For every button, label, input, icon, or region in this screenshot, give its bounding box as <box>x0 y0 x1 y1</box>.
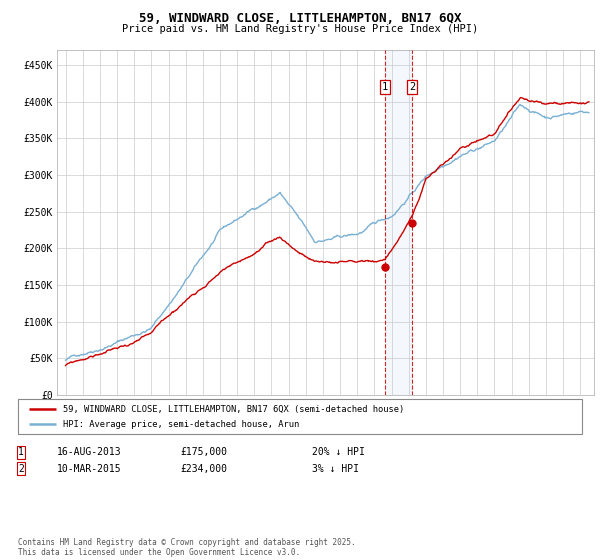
Text: 16-AUG-2013: 16-AUG-2013 <box>57 447 122 458</box>
Text: Price paid vs. HM Land Registry's House Price Index (HPI): Price paid vs. HM Land Registry's House … <box>122 24 478 34</box>
Text: 10-MAR-2015: 10-MAR-2015 <box>57 464 122 474</box>
Text: 59, WINDWARD CLOSE, LITTLEHAMPTON, BN17 6QX (semi-detached house): 59, WINDWARD CLOSE, LITTLEHAMPTON, BN17 … <box>63 404 404 413</box>
Text: 20% ↓ HPI: 20% ↓ HPI <box>312 447 365 458</box>
Text: Contains HM Land Registry data © Crown copyright and database right 2025.
This d: Contains HM Land Registry data © Crown c… <box>18 538 356 557</box>
Text: £234,000: £234,000 <box>180 464 227 474</box>
Text: 1: 1 <box>18 447 24 458</box>
Text: 3% ↓ HPI: 3% ↓ HPI <box>312 464 359 474</box>
Text: 59, WINDWARD CLOSE, LITTLEHAMPTON, BN17 6QX: 59, WINDWARD CLOSE, LITTLEHAMPTON, BN17 … <box>139 12 461 25</box>
Text: 2: 2 <box>409 82 415 92</box>
Text: £175,000: £175,000 <box>180 447 227 458</box>
Text: 1: 1 <box>382 82 388 92</box>
Text: HPI: Average price, semi-detached house, Arun: HPI: Average price, semi-detached house,… <box>63 420 299 429</box>
Bar <box>385 50 412 395</box>
Text: 2: 2 <box>18 464 24 474</box>
